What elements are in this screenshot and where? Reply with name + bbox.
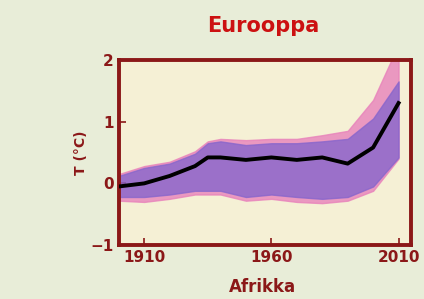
Y-axis label: T (°C): T (°C)	[74, 130, 88, 175]
Text: Eurooppa: Eurooppa	[207, 16, 319, 36]
Text: Afrikka: Afrikka	[229, 278, 296, 296]
